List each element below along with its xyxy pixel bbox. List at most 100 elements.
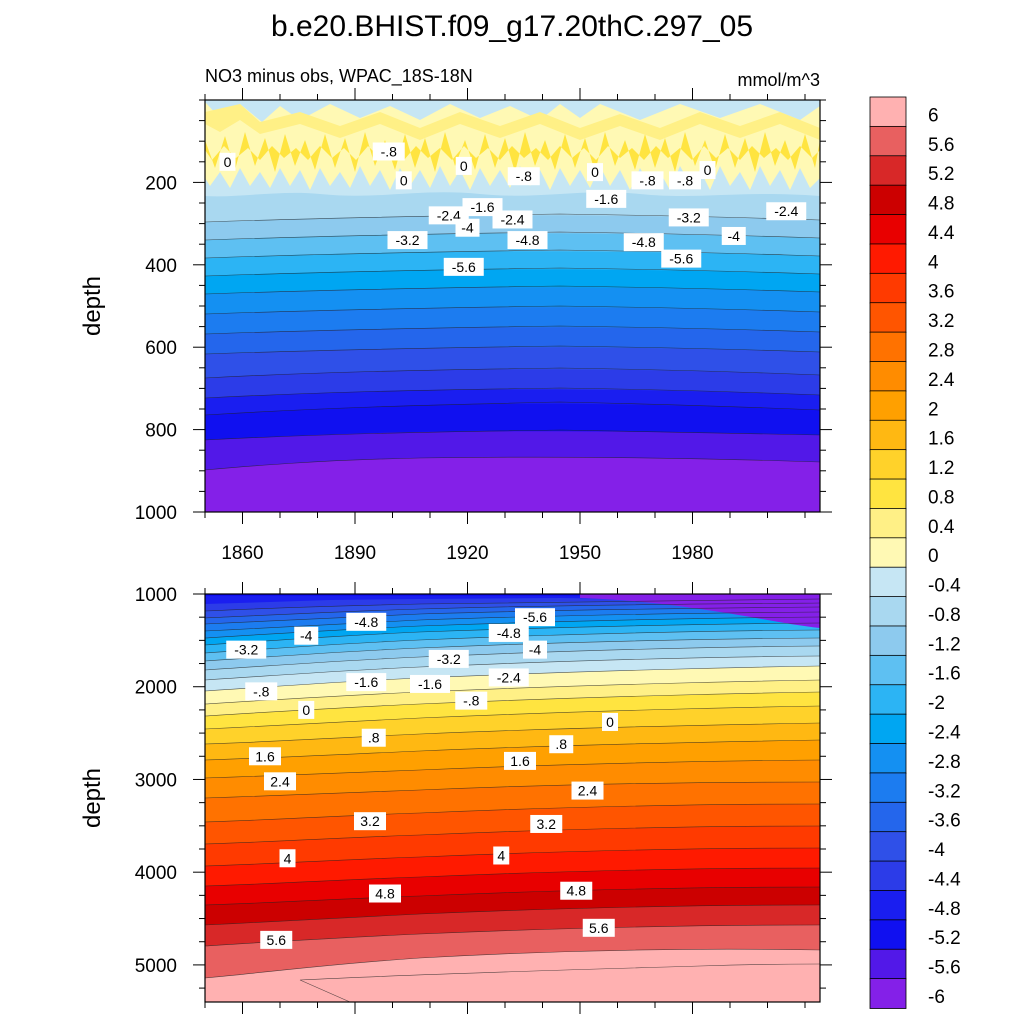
colorbar-swatch — [869, 684, 907, 716]
upper-ylabel: depth — [79, 276, 106, 336]
colorbar-label: -5.2 — [928, 928, 961, 949]
contour-label: 0 — [395, 171, 412, 190]
svg-text:-3.2: -3.2 — [234, 642, 258, 658]
colorbar-swatch — [869, 331, 907, 363]
contour-label: 4.8 — [369, 884, 401, 903]
x-tick-label: 1860 — [221, 543, 263, 564]
colorbar-label: -3.2 — [928, 781, 961, 802]
svg-text:0: 0 — [704, 162, 712, 178]
svg-text:3.2: 3.2 — [360, 813, 380, 829]
colorbar-swatch — [869, 390, 907, 422]
svg-text:-5.6: -5.6 — [523, 609, 547, 625]
svg-text:0: 0 — [606, 714, 614, 730]
colorbar-swatch — [869, 801, 907, 833]
svg-text:-5.6: -5.6 — [669, 251, 693, 267]
contour-label: 4.8 — [560, 881, 593, 900]
contour-label: -5.6 — [661, 249, 702, 268]
svg-text:1.6: 1.6 — [510, 753, 530, 769]
y-tick-label: 3000 — [135, 770, 177, 791]
units-label: mmol/m^3 — [738, 70, 820, 90]
svg-text:-1.6: -1.6 — [418, 676, 442, 692]
svg-text:-3.2: -3.2 — [677, 209, 701, 225]
colorbar: 6 5.6 5.2 4.8 4.4 4 3.6 3.2 2.8 2.4 2 1.6 1.2 0.8 0.4 0… — [869, 96, 961, 1009]
svg-text:-.8: -.8 — [463, 693, 480, 709]
svg-text:-2.4: -2.4 — [500, 211, 524, 227]
lower-axes: 1000 2000 3000 4000 5000 — [135, 582, 832, 1014]
contour-label: 2.4 — [571, 781, 604, 800]
contour-label: -4.8 — [507, 231, 548, 250]
contour-label: 3.2 — [530, 814, 563, 833]
contour-label: -3.2 — [668, 208, 709, 227]
colorbar-swatch — [869, 537, 907, 569]
colorbar-label: -4.8 — [928, 899, 961, 920]
svg-text:-.8: -.8 — [677, 172, 694, 188]
contour-label: -4.8 — [488, 623, 529, 642]
contour-label: -4 — [523, 640, 547, 659]
upper-panel-fill — [205, 100, 820, 512]
contour-label: -.8 — [372, 142, 405, 161]
colorbar-label: 0 — [928, 546, 939, 567]
colorbar-label: 3.2 — [928, 311, 954, 332]
colorbar-label: 2.4 — [928, 370, 955, 391]
chart-title: b.e20.BHIST.f09_g17.20thC.297_05 — [271, 10, 753, 43]
contour-label: -.8 — [455, 691, 488, 710]
svg-text:.8: .8 — [555, 736, 567, 752]
svg-text:0: 0 — [224, 154, 232, 170]
colorbar-label: 5.6 — [928, 135, 954, 156]
svg-text:0: 0 — [302, 702, 310, 718]
svg-text:-4: -4 — [529, 642, 542, 658]
svg-text:0: 0 — [591, 164, 599, 180]
contour-label: -4 — [455, 218, 480, 237]
svg-text:-3.2: -3.2 — [437, 651, 461, 667]
svg-text:-.8: -.8 — [516, 168, 533, 184]
chart-subtitle: NO3 minus obs, WPAC_18S-18N — [205, 66, 473, 87]
y-tick-label: 400 — [145, 256, 177, 277]
contour-label: -4.8 — [346, 612, 387, 631]
colorbar-swatch — [869, 566, 907, 598]
colorbar-swatch — [869, 654, 907, 686]
y-tick-label: 2000 — [135, 678, 177, 699]
lower-contour-labels: -4.8 -5.6-4 -4.8-3.2 -4-3.2-1.6 -2.4-1.6-.8-… — [226, 608, 618, 949]
y-tick-label: 600 — [145, 338, 177, 359]
svg-text:.8: .8 — [368, 730, 380, 746]
svg-text:-5.6: -5.6 — [452, 259, 476, 275]
svg-text:-.8: -.8 — [639, 172, 656, 188]
svg-text:3.2: 3.2 — [537, 816, 557, 832]
colorbar-label: 2 — [928, 399, 939, 420]
colorbar-label: -0.8 — [928, 605, 961, 626]
y-tick-label: 200 — [145, 173, 177, 194]
contour-label: 0 — [587, 163, 603, 182]
svg-text:4: 4 — [497, 847, 505, 863]
colorbar-swatch — [869, 508, 907, 539]
colorbar-label: -4.4 — [928, 869, 961, 890]
contour-label: 0 — [602, 712, 618, 731]
colorbar-label: -5.6 — [928, 958, 961, 979]
colorbar-swatch — [869, 243, 907, 275]
upper-contour-labels: 0-.80-2.4-3.20-1.6-.8-4-2.4-4.8-5.60-1.6… — [219, 142, 807, 276]
colorbar-label: 6 — [928, 105, 939, 126]
svg-text:0: 0 — [400, 172, 408, 188]
y-tick-label: 800 — [145, 421, 177, 442]
colorbar-swatch — [869, 96, 907, 128]
contour-label: -1.6 — [586, 189, 627, 208]
contour-label: -2.4 — [488, 668, 529, 687]
colorbar-label: 4.8 — [928, 194, 954, 215]
colorbar-label: -1.2 — [928, 634, 961, 655]
svg-text:1.6: 1.6 — [255, 748, 275, 764]
contour-label: -1.6 — [346, 673, 387, 692]
x-tick-label: 1950 — [559, 543, 601, 564]
contour-label: -5.6 — [443, 257, 484, 276]
contour-label: -.8 — [245, 682, 278, 701]
lower-panel-fill — [205, 594, 820, 1002]
colorbar-swatch — [869, 361, 907, 392]
y-tick-label: 4000 — [135, 863, 177, 884]
svg-text:-4.8: -4.8 — [354, 614, 378, 630]
contour-label: 3.2 — [354, 812, 386, 831]
svg-text:-4: -4 — [461, 220, 474, 236]
svg-text:5.6: 5.6 — [589, 920, 609, 936]
svg-text:-.8: -.8 — [381, 144, 398, 160]
svg-text:4.8: 4.8 — [375, 886, 395, 902]
x-tick-label: 1920 — [446, 543, 488, 564]
contour-label: 5.6 — [582, 918, 615, 937]
svg-text:4.8: 4.8 — [567, 883, 587, 899]
